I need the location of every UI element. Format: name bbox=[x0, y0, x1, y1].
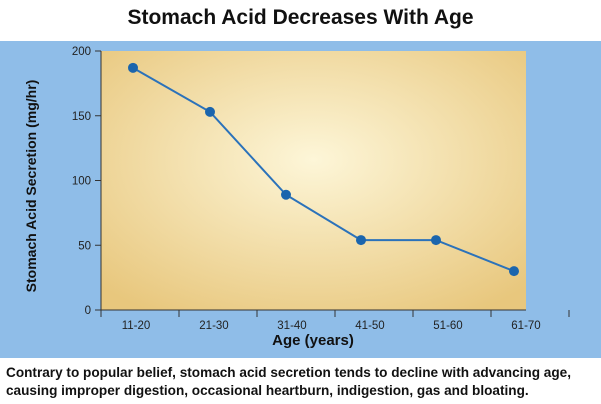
y-tick-label: 200 bbox=[72, 46, 91, 58]
series-line bbox=[132, 66, 515, 273]
x-tick-label: 61-70 bbox=[511, 320, 540, 332]
x-axis-label: Age (years) bbox=[272, 332, 354, 349]
plot-area bbox=[101, 51, 526, 310]
data-point-61-70 bbox=[509, 266, 519, 277]
caption-line-2: causing improper digestion, occasional h… bbox=[6, 383, 529, 398]
x-tick-label: 51-60 bbox=[433, 320, 462, 332]
chart-title: Stomach Acid Decreases With Age bbox=[127, 6, 474, 29]
y-tick-label: 50 bbox=[78, 240, 91, 252]
y-tick-label: 0 bbox=[85, 305, 91, 317]
x-tick-label: 41-50 bbox=[355, 320, 384, 332]
data-point-41-50 bbox=[356, 235, 366, 246]
data-point-31-40 bbox=[281, 189, 291, 200]
x-tick-label: 31-40 bbox=[277, 320, 306, 332]
chart-caption: Contrary to popular belief, stomach acid… bbox=[6, 364, 598, 400]
y-tick-label: 150 bbox=[72, 111, 91, 123]
caption-line-1: Contrary to popular belief, stomach acid… bbox=[6, 365, 572, 380]
data-point-51-60 bbox=[431, 235, 441, 246]
x-tick-label: 21-30 bbox=[199, 320, 228, 332]
y-axis-ticks: 0 50 100 150 200 bbox=[72, 46, 101, 317]
data-point-11-20 bbox=[128, 62, 138, 73]
x-tick-label: 11-20 bbox=[122, 320, 151, 332]
data-points bbox=[128, 62, 519, 277]
x-axis-ticks: 11-20 21-30 31-40 41-50 51-60 61-70 bbox=[100, 310, 570, 332]
y-tick-label: 100 bbox=[72, 176, 91, 188]
data-point-21-30 bbox=[205, 106, 215, 117]
y-axis-label: Stomach Acid Secretion (mg/hr) bbox=[23, 80, 39, 293]
